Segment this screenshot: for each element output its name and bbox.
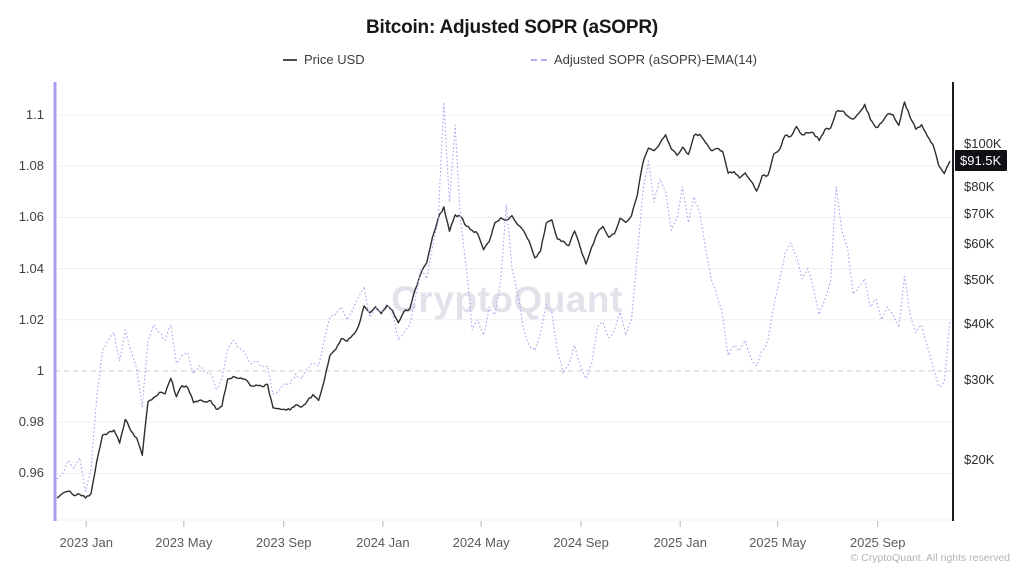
- chart-title: Bitcoin: Adjusted SOPR (aSOPR): [365, 17, 659, 38]
- series-asopr: [56, 101, 951, 492]
- cryptoquant-watermark: CryptoQuant: [391, 279, 623, 320]
- asopr-line-swatch-icon: [531, 58, 547, 61]
- legend-price-label: Price USD: [304, 52, 365, 67]
- legend-item-asopr[interactable]: Adjusted SOPR (aSOPR)-EMA(14): [531, 52, 757, 67]
- legend-item-price[interactable]: Price USD: [283, 52, 365, 67]
- current-price-badge: $91.5K: [955, 150, 1008, 171]
- copyright-notice: © CryptoQuant. All rights reserved: [850, 552, 1010, 564]
- series-price: [56, 101, 951, 499]
- legend-asopr-label: Adjusted SOPR (aSOPR)-EMA(14): [554, 52, 758, 67]
- price-line-swatch-icon: [283, 58, 297, 61]
